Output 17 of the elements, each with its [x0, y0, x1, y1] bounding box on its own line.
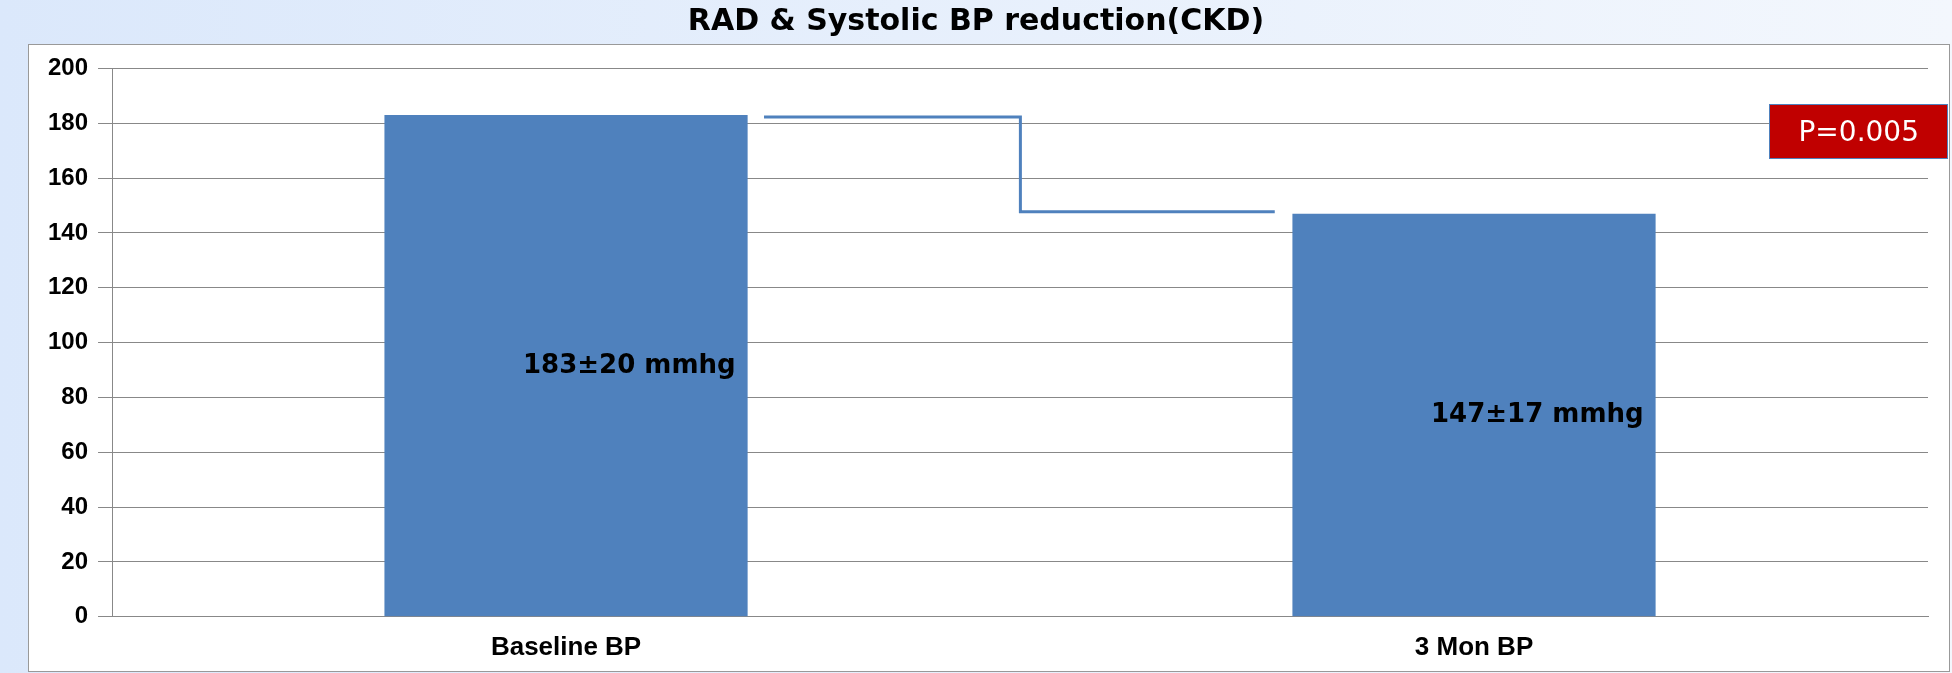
y-tick-label: 0	[74, 601, 89, 629]
annotation: P=0.005	[1769, 104, 1948, 160]
chart-title: RAD & Systolic BP reduction(CKD)	[686, 2, 1266, 37]
y-tick-label: 80	[61, 382, 89, 410]
y-tick-label: 140	[48, 217, 89, 245]
y-tick-label: 100	[48, 327, 89, 355]
y-tick-label: 60	[61, 436, 89, 464]
y-tick-label: 120	[48, 272, 89, 300]
data-label: 183±20 mmhg	[523, 348, 736, 379]
y-tick-label: 40	[61, 491, 89, 519]
y-tick-label: 200	[48, 53, 89, 81]
y-tick-label: 160	[48, 162, 89, 190]
x-tick-label: 3 Mon BP	[1414, 630, 1534, 661]
x-tick-label: Baseline BP	[490, 630, 642, 661]
y-tick-label: 180	[48, 107, 89, 135]
y-tick-label: 20	[61, 546, 89, 574]
data-label: 147±17 mmhg	[1431, 398, 1644, 429]
